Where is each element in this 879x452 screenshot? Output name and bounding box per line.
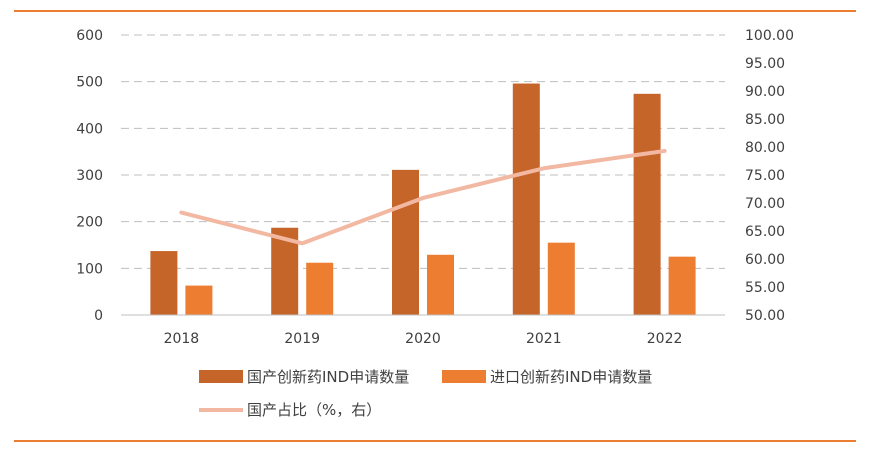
axes: 0 100 200 300 400 500 600 50.00 55.00 60.00 65.00 7… — [76, 28, 794, 347]
x-tick-label: 2021 — [526, 331, 562, 347]
legend-label-imported: 进口创新药IND申请数量 — [490, 368, 652, 386]
x-tick-label: 2019 — [284, 331, 320, 347]
share-line — [179, 148, 667, 246]
y-right-tick-label: 75.00 — [745, 168, 785, 184]
legend-swatch-domestic — [199, 370, 243, 383]
y-right-tick-label: 95.00 — [745, 56, 785, 72]
y-left-tick-label: 500 — [76, 75, 103, 91]
bar-imported — [306, 262, 334, 315]
x-tick-label: 2022 — [647, 331, 683, 347]
bar-domestic — [512, 83, 540, 316]
bar-domestic — [633, 93, 661, 315]
bar-imported — [547, 242, 575, 315]
x-tick-label: 2018 — [164, 331, 200, 347]
y-right-tick-label: 90.00 — [745, 84, 785, 100]
legend-label-share: 国产占比（%，右） — [247, 401, 381, 419]
bars — [150, 83, 696, 316]
y-left-tick-label: 100 — [76, 261, 103, 277]
y-right-tick-label: 70.00 — [745, 196, 785, 212]
y-right-tick-label: 100.00 — [745, 28, 794, 44]
bar-imported — [427, 254, 454, 315]
y-right-tick-label: 85.00 — [745, 112, 785, 128]
bar-domestic — [150, 251, 178, 315]
y-left-tick-label: 0 — [94, 308, 103, 324]
legend-swatch-imported — [442, 370, 486, 383]
y-right-tick-label: 50.00 — [745, 308, 785, 324]
y-right-tick-label: 60.00 — [745, 252, 785, 268]
y-right-tick-label: 55.00 — [745, 280, 785, 296]
bar-imported — [185, 285, 213, 315]
bar-domestic — [392, 169, 419, 315]
y-right-tick-label: 65.00 — [745, 224, 785, 240]
y-left-tick-label: 200 — [76, 215, 103, 231]
y-right-tick-label: 80.00 — [745, 140, 785, 156]
legend-label-domestic: 国产创新药IND申请数量 — [247, 368, 409, 386]
x-tick-label: 2020 — [405, 331, 441, 347]
bar-imported — [668, 256, 696, 315]
gridlines — [121, 34, 725, 269]
y-left-tick-label: 400 — [76, 121, 103, 137]
y-left-tick-label: 600 — [76, 28, 103, 44]
line-domestic-share — [179, 148, 667, 246]
y-left-tick-label: 300 — [76, 168, 103, 184]
